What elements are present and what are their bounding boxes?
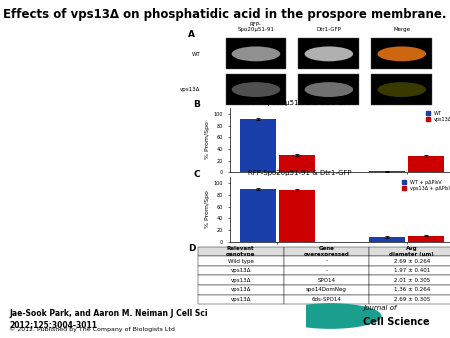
Circle shape <box>305 82 353 97</box>
Text: RFP-Spo20µ51-91 & Dtr1-GFP: RFP-Spo20µ51-91 & Dtr1-GFP <box>248 170 351 176</box>
Circle shape <box>305 46 353 61</box>
Bar <box>240 189 276 242</box>
Text: Cell Science: Cell Science <box>363 317 429 327</box>
Text: B: B <box>194 100 200 110</box>
Text: D: D <box>188 244 195 253</box>
Bar <box>240 119 276 172</box>
Circle shape <box>378 46 426 61</box>
Text: A: A <box>188 30 195 39</box>
Text: C: C <box>194 170 200 179</box>
Bar <box>408 156 444 172</box>
Text: Dtr1-GFP: Dtr1-GFP <box>316 27 342 32</box>
Circle shape <box>232 46 280 61</box>
Bar <box>369 237 405 242</box>
Legend: WT, vps13Δ: WT, vps13Δ <box>426 111 450 122</box>
Text: © 2012. Published by The Company of Biologists Ltd: © 2012. Published by The Company of Biol… <box>9 326 175 332</box>
Bar <box>371 74 432 105</box>
Circle shape <box>232 82 280 97</box>
Bar <box>279 190 315 242</box>
Bar <box>408 236 444 242</box>
Text: Journal of: Journal of <box>363 305 396 311</box>
Circle shape <box>378 82 426 97</box>
Text: vps13Δ: vps13Δ <box>180 87 200 92</box>
Circle shape <box>279 303 382 329</box>
Bar <box>279 155 315 172</box>
Legend: WT + pΔPlsV, vps13Δ + pΔPlsV: WT + pΔPlsV, vps13Δ + pΔPlsV <box>402 180 450 191</box>
Bar <box>298 74 359 105</box>
Text: Merge: Merge <box>393 27 410 32</box>
Text: Effects of vps13Δ on phosphatidic acid in the prospore membrane.: Effects of vps13Δ on phosphatidic acid i… <box>3 8 447 21</box>
Text: WT: WT <box>191 52 200 57</box>
Text: RFP-Spo20µ51-91 & Dtr1-GFP: RFP-Spo20µ51-91 & Dtr1-GFP <box>248 100 351 106</box>
Y-axis label: % Prom/Spo: % Prom/Spo <box>205 191 211 228</box>
Text: Jae-Sook Park, and Aaron M. Neiman J Cell Sci
2012;125:3004-3011: Jae-Sook Park, and Aaron M. Neiman J Cel… <box>9 309 207 329</box>
Bar <box>371 38 432 70</box>
Text: RFP-
Spo20µ51-91: RFP- Spo20µ51-91 <box>238 22 274 32</box>
Bar <box>225 38 286 70</box>
Bar <box>298 38 359 70</box>
Y-axis label: % Prom/Spo: % Prom/Spo <box>205 121 211 159</box>
Bar <box>225 74 286 105</box>
Bar <box>369 171 405 172</box>
